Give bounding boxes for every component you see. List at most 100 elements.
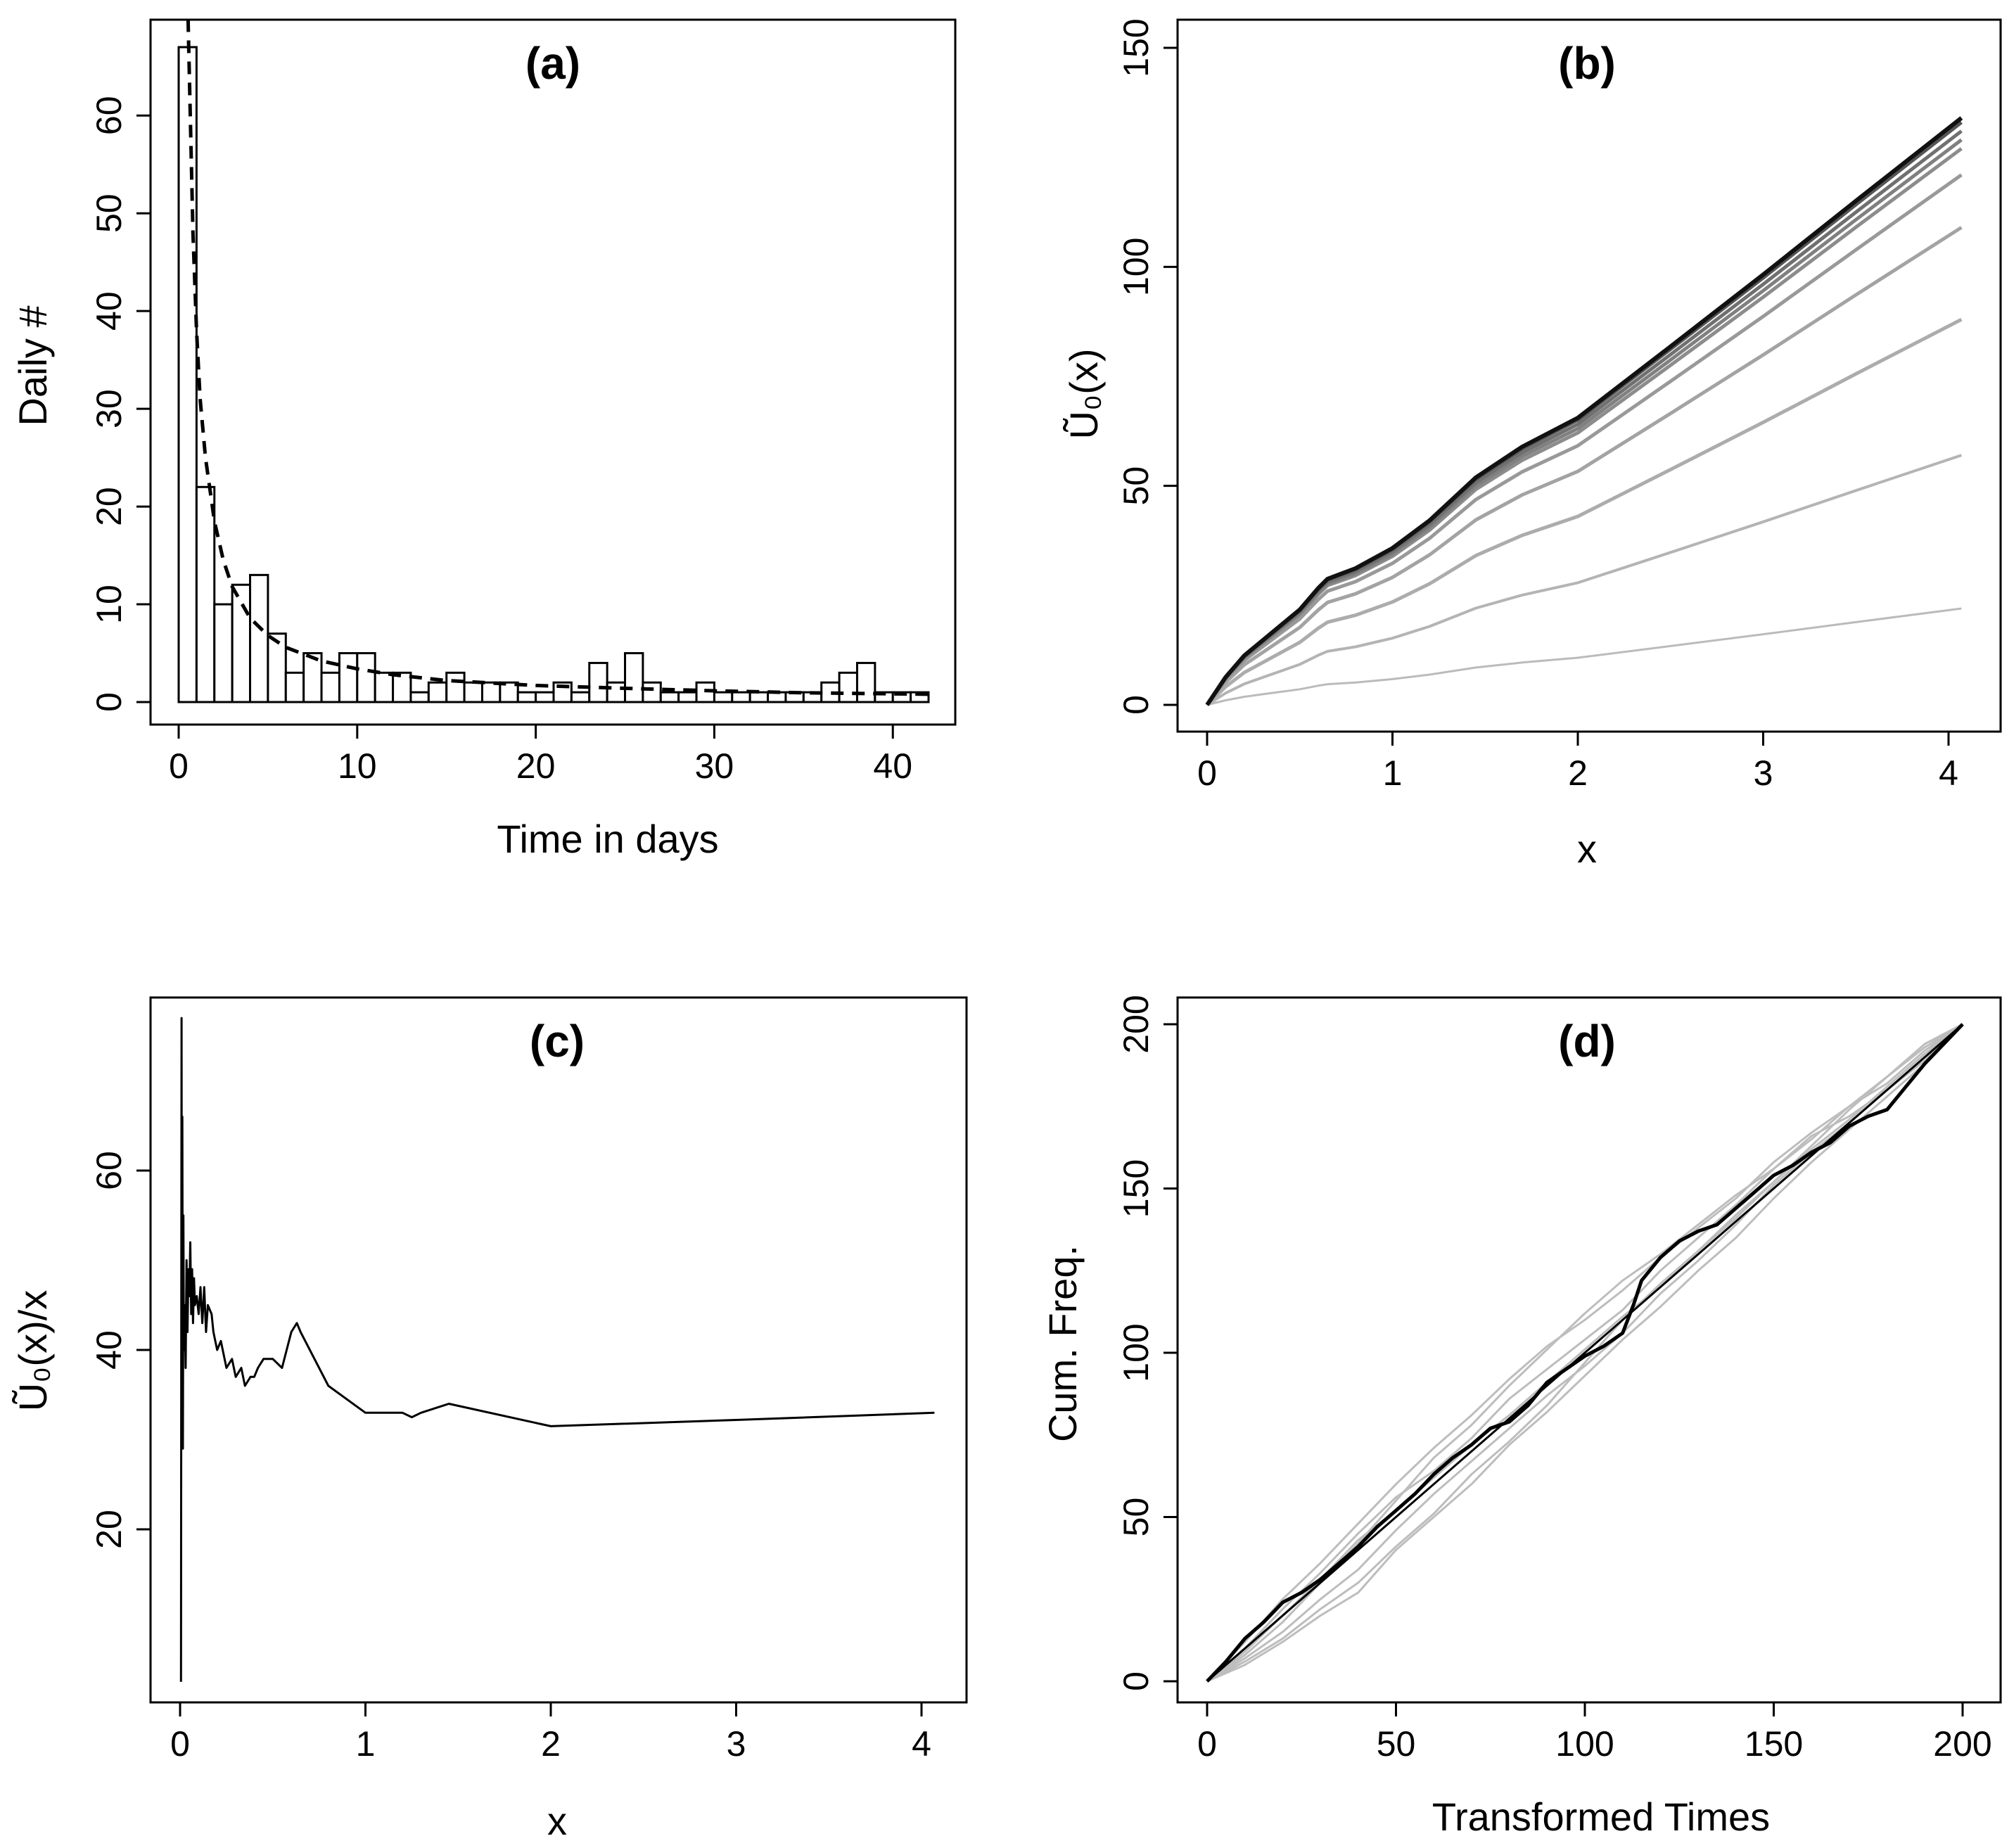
x-tick-label-a: 0 [169, 746, 189, 786]
histogram-bar [338, 652, 359, 703]
histogram-bar [713, 691, 734, 703]
histogram-bar [463, 681, 483, 703]
panel-b: 0 1 2 3 4 0 50 100 150 (b) x Ũ₀(x) [1061, 18, 2002, 871]
y-tick-label-a: 40 [89, 291, 129, 331]
y-tick-label-a: 60 [89, 96, 129, 135]
y-axis-label-c: Ũ₀(x)/x [11, 1290, 55, 1412]
x-tick-label-c: 2 [541, 1724, 561, 1764]
x-tick-label-b: 4 [1939, 753, 1958, 793]
x-tick-label-d: 150 [1745, 1724, 1803, 1764]
y-tick-label-d: 50 [1116, 1498, 1156, 1537]
x-tick-label-b: 3 [1754, 753, 1773, 793]
y-tick-label-a: 50 [89, 193, 129, 233]
series-line-s8 [1206, 317, 1963, 706]
histogram-bar [748, 691, 770, 703]
histogram-bar [516, 691, 537, 703]
histogram-bar [535, 691, 555, 703]
series-line-s6 [1205, 173, 1963, 706]
x-tick-label-c: 3 [727, 1724, 746, 1764]
series-line-s1 [1205, 116, 1963, 706]
simulated-line-sim6 [1206, 1023, 1963, 1683]
histogram-bar [570, 691, 591, 703]
y-tick-label-c: 40 [89, 1330, 129, 1370]
histogram-bar [284, 671, 305, 703]
x-tick-label-c: 1 [356, 1724, 376, 1764]
histogram-bar [231, 583, 252, 703]
fit-curve-dashed [186, 20, 929, 696]
ratio-line [179, 1017, 935, 1682]
panel-d: 0 50 100 150 200 0 50 100 150 200 (d) Transformed… [1040, 995, 2002, 1839]
x-tick-label-d: 0 [1197, 1724, 1217, 1764]
histogram-bar [642, 681, 662, 703]
y-tick-label-b: 100 [1116, 238, 1156, 296]
histogram-bar [392, 671, 412, 703]
histogram-bar [302, 652, 323, 703]
x-tick-label-a: 10 [338, 746, 377, 786]
y-axis-label-d: Cum. Freq. [1040, 1245, 1085, 1442]
x-tick-label-b: 0 [1197, 753, 1217, 793]
x-axis-label-a: Time in days [497, 817, 718, 861]
x-tick-label-b: 2 [1568, 753, 1588, 793]
panel-c: 0 1 2 3 4 20 40 60 (c) x Ũ₀(x)/x [11, 996, 968, 1843]
y-tick-label-a: 0 [89, 692, 129, 712]
histogram-bar [195, 485, 216, 703]
simulated-line-sim5 [1206, 1023, 1963, 1683]
y-axis-label-a: Daily # [11, 305, 55, 426]
histogram-bar [356, 652, 376, 703]
plot-frame-a [149, 18, 957, 726]
histogram-bar [409, 691, 430, 703]
histogram-bar [677, 691, 698, 703]
histogram-bar [838, 671, 858, 703]
x-tick-label-c: 0 [170, 1724, 190, 1764]
series-line-s5 [1205, 147, 1963, 706]
simulated-line-sim2 [1206, 1023, 1964, 1683]
y-tick-label-b: 0 [1116, 695, 1156, 715]
panel-title-a: (a) [525, 38, 580, 89]
y-axis-label-b: Ũ₀(x) [1061, 349, 1106, 440]
simulated-line-sim3 [1206, 1023, 1963, 1683]
histogram-bar [624, 652, 644, 703]
histogram-bar [445, 671, 466, 703]
observed-cumulative-line [1206, 1023, 1964, 1683]
y-tick-label-b: 50 [1116, 466, 1156, 506]
y-tick-label-c: 20 [89, 1510, 129, 1549]
histogram-bar [480, 681, 502, 703]
x-axis-label-c: x [547, 1799, 567, 1843]
reference-diagonal [1206, 1023, 1963, 1683]
histogram-bar [374, 671, 395, 703]
x-tick-label-a: 30 [695, 746, 734, 786]
series-line-s3 [1205, 129, 1963, 706]
histogram-bar [855, 661, 876, 703]
y-tick-label-c: 60 [89, 1151, 129, 1190]
x-tick-label-c: 4 [912, 1724, 931, 1764]
x-tick-label-b: 1 [1383, 753, 1403, 793]
y-tick-label-d: 150 [1116, 1159, 1156, 1218]
histogram-bar [731, 691, 751, 703]
histogram-bar [659, 691, 680, 703]
histogram-bar [588, 661, 608, 703]
y-tick-label-d: 200 [1116, 995, 1156, 1053]
panel-title-d: (d) [1558, 1016, 1616, 1066]
series-line-s7 [1206, 226, 1963, 706]
series-line-s10 [1206, 607, 1962, 706]
x-axis-label-d: Transformed Times [1432, 1795, 1770, 1839]
plot-frame-c [149, 996, 968, 1704]
y-tick-label-a: 20 [89, 487, 129, 526]
histogram-bar [177, 46, 198, 703]
histogram-bar [267, 632, 287, 703]
y-tick-label-d: 100 [1116, 1323, 1156, 1382]
x-tick-label-a: 40 [873, 746, 912, 786]
histogram-bar [427, 681, 448, 703]
x-axis-label-b: x [1577, 827, 1597, 871]
panel-title-c: (c) [530, 1016, 585, 1066]
series-line-s9 [1206, 454, 1963, 706]
y-tick-label-d: 0 [1116, 1671, 1156, 1691]
y-tick-label-a: 30 [89, 389, 129, 428]
histogram-bar [213, 603, 234, 703]
panel-title-b: (b) [1558, 38, 1616, 89]
x-tick-label-d: 200 [1933, 1724, 1991, 1764]
series-line-s4 [1205, 138, 1963, 706]
histogram-bar [249, 573, 269, 703]
